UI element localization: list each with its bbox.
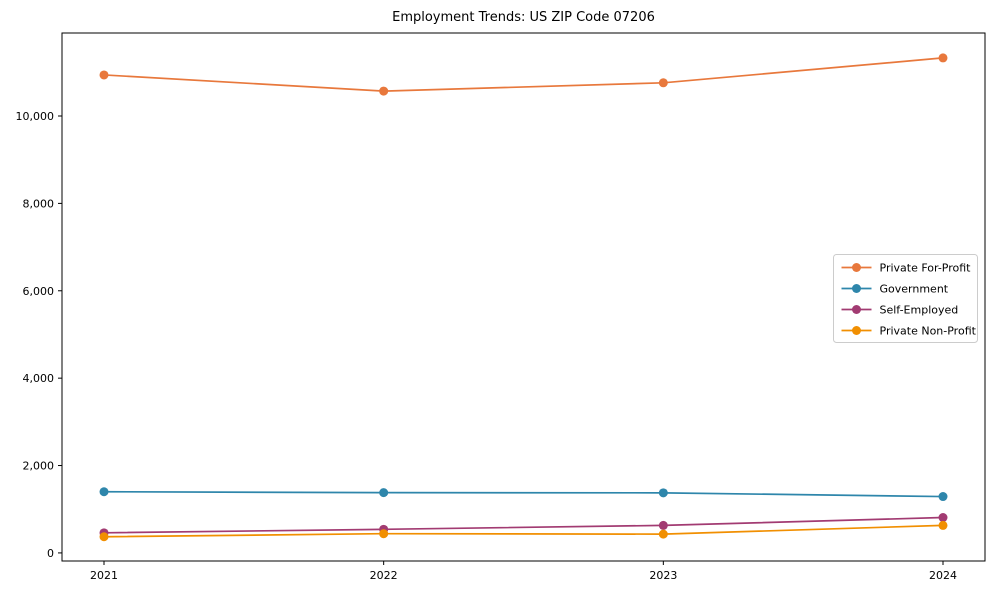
data-point [379, 488, 389, 498]
data-point [99, 532, 109, 542]
data-point [658, 520, 668, 530]
series-1 [99, 487, 948, 502]
series-line [103, 524, 944, 538]
x-tick-label: 2022 [370, 569, 398, 582]
legend-label: Government [880, 283, 949, 296]
series-line [103, 57, 944, 92]
y-tick-label: 10,000 [16, 110, 55, 123]
y-tick-label: 2,000 [23, 460, 55, 473]
series-3 [99, 520, 948, 542]
legend-label: Self-Employed [880, 304, 959, 317]
data-point [938, 520, 948, 530]
legend-entry: Self-Employed [841, 304, 959, 317]
y-tick-label: 0 [47, 547, 54, 560]
legend-entry: Private Non-Profit [841, 325, 977, 338]
data-point [379, 86, 389, 96]
y-tick-label: 4,000 [23, 372, 55, 385]
data-point [658, 488, 668, 498]
series-0 [99, 53, 948, 96]
data-point [938, 492, 948, 502]
legend-entry: Government [841, 283, 949, 296]
legend: Private For-Profit Government Self-Employe… [833, 254, 978, 343]
data-point [99, 70, 109, 80]
x-tick-label: 2024 [929, 569, 957, 582]
series-line [103, 516, 944, 534]
legend-label: Private Non-Profit [880, 325, 977, 338]
axes-spines [61, 32, 986, 562]
data-point [938, 53, 948, 63]
y-tick-label: 8,000 [23, 197, 55, 210]
legend-entry: Private For-Profit [841, 262, 972, 275]
data-point [379, 529, 389, 539]
x-tick-label: 2023 [649, 569, 677, 582]
legend-marker [852, 326, 861, 335]
data-point [658, 529, 668, 539]
chart-title: Employment Trends: US ZIP Code 07206 [392, 10, 655, 25]
legend-box [833, 254, 978, 343]
legend-marker [852, 305, 861, 314]
legend-marker [852, 284, 861, 293]
y-tick-label: 6,000 [23, 285, 55, 298]
series-line [103, 490, 944, 498]
x-tick-label: 2021 [90, 569, 118, 582]
data-point [938, 513, 948, 523]
legend-label: Private For-Profit [880, 262, 972, 275]
data-point [99, 487, 109, 497]
legend-marker [852, 263, 861, 272]
data-point [658, 78, 668, 88]
series-2 [99, 513, 948, 538]
